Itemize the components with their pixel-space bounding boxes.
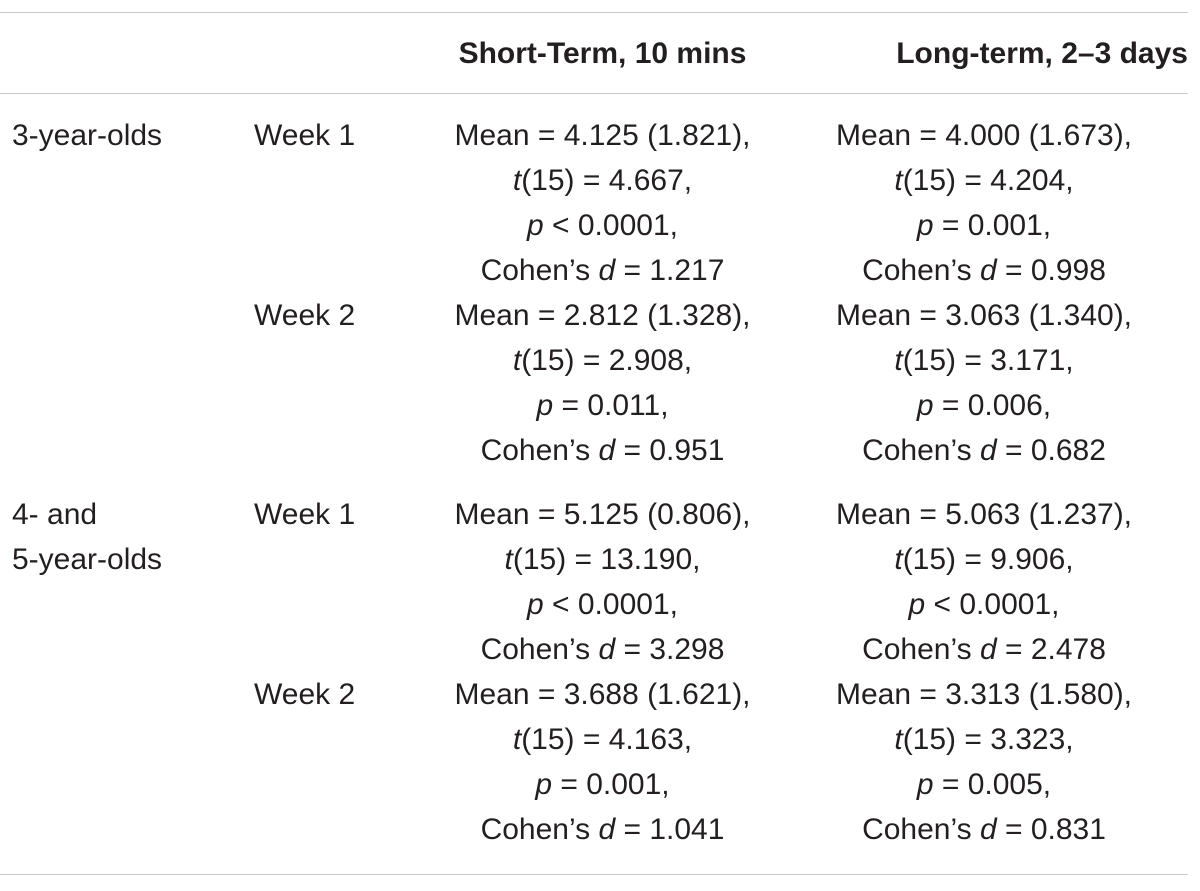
- p-value: p < 0.0001,: [908, 588, 1060, 621]
- p-value: p = 0.011,: [536, 389, 669, 422]
- p-value: p = 0.001,: [916, 209, 1052, 242]
- header-group: [0, 13, 250, 94]
- group-label-4-and-5-year-olds: 4- and 5-year-olds: [0, 473, 250, 875]
- cohens-d: Cohen’s d = 0.951: [480, 434, 725, 467]
- week-label: Week 2: [254, 299, 356, 332]
- mean-value: Mean = 3.688 (1.621),: [454, 678, 751, 711]
- header-week: [250, 13, 425, 94]
- t-statistic: t(15) = 3.171,: [894, 344, 1074, 377]
- short-term-stats: Mean = 4.125 (1.821), t(15) = 4.667, p <…: [425, 94, 780, 294]
- cohens-d: Cohen’s d = 3.298: [480, 633, 725, 666]
- long-term-stats: Mean = 3.313 (1.580), t(15) = 3.323, p =…: [780, 672, 1188, 875]
- t-statistic: t(15) = 3.323,: [894, 723, 1074, 756]
- week-label: Week 1: [254, 498, 356, 531]
- p-value: p < 0.0001,: [527, 209, 678, 242]
- week-label: Week 2: [254, 678, 356, 711]
- t-statistic: t(15) = 4.163,: [512, 723, 693, 756]
- header-long-term: Long-term, 2–3 days: [896, 36, 1188, 70]
- header-row: Short-Term, 10 mins Long-term, 2–3 days: [0, 12, 1188, 94]
- group-label-3-year-olds: 3-year-olds: [0, 94, 250, 474]
- week-label: Week 1: [254, 119, 356, 152]
- p-value: p = 0.006,: [916, 389, 1052, 422]
- mean-value: Mean = 5.125 (0.806),: [454, 498, 751, 531]
- group-label-line: 3-year-olds: [12, 119, 163, 152]
- table-row: 4- and 5-year-olds Week 1 Mean = 5.125 (…: [0, 473, 1188, 672]
- p-value: p = 0.001,: [535, 768, 670, 801]
- cohens-d: Cohen’s d = 0.998: [862, 254, 1106, 287]
- cohens-d: Cohen’s d = 2.478: [862, 633, 1106, 666]
- results-table: Short-Term, 10 mins Long-term, 2–3 days …: [0, 12, 1188, 875]
- t-statistic: t(15) = 4.667,: [512, 164, 693, 197]
- t-statistic: t(15) = 13.190,: [504, 543, 701, 576]
- t-statistic: t(15) = 2.908,: [512, 344, 693, 377]
- table-row: Week 2 Mean = 2.812 (1.328), t(15) = 2.9…: [0, 293, 1188, 473]
- long-term-stats: Mean = 4.000 (1.673), t(15) = 4.204, p =…: [780, 94, 1188, 294]
- mean-value: Mean = 4.000 (1.673),: [835, 119, 1133, 152]
- p-value: p < 0.0001,: [527, 588, 678, 621]
- group-label-line: 5-year-olds: [12, 543, 163, 576]
- mean-value: Mean = 3.313 (1.580),: [835, 678, 1133, 711]
- short-term-stats: Mean = 2.812 (1.328), t(15) = 2.908, p =…: [425, 293, 780, 473]
- short-term-stats: Mean = 5.125 (0.806), t(15) = 13.190, p …: [425, 473, 780, 672]
- mean-value: Mean = 4.125 (1.821),: [454, 119, 751, 152]
- t-statistic: t(15) = 9.906,: [894, 543, 1074, 576]
- mean-value: Mean = 5.063 (1.237),: [835, 498, 1133, 531]
- table-row: Week 2 Mean = 3.688 (1.621), t(15) = 4.1…: [0, 672, 1188, 875]
- long-term-stats: Mean = 5.063 (1.237), t(15) = 9.906, p <…: [780, 473, 1188, 672]
- t-statistic: t(15) = 4.204,: [894, 164, 1074, 197]
- cohens-d: Cohen’s d = 1.041: [480, 813, 725, 846]
- mean-value: Mean = 2.812 (1.328),: [454, 299, 751, 332]
- table-body: 3-year-olds Week 1 Mean = 4.125 (1.821),…: [0, 94, 1188, 875]
- short-term-stats: Mean = 3.688 (1.621), t(15) = 4.163, p =…: [425, 672, 780, 875]
- cohens-d: Cohen’s d = 0.831: [862, 813, 1106, 846]
- table-header: Short-Term, 10 mins Long-term, 2–3 days: [0, 12, 1188, 94]
- table-row: 3-year-olds Week 1 Mean = 4.125 (1.821),…: [0, 94, 1188, 294]
- group-label-line: 4- and: [12, 498, 98, 531]
- cohens-d: Cohen’s d = 0.682: [862, 434, 1106, 467]
- cohens-d: Cohen’s d = 1.217: [480, 254, 725, 287]
- long-term-stats: Mean = 3.063 (1.340), t(15) = 3.171, p =…: [780, 293, 1188, 473]
- mean-value: Mean = 3.063 (1.340),: [835, 299, 1133, 332]
- header-short-term: Short-Term, 10 mins: [458, 36, 747, 70]
- p-value: p = 0.005,: [916, 768, 1052, 801]
